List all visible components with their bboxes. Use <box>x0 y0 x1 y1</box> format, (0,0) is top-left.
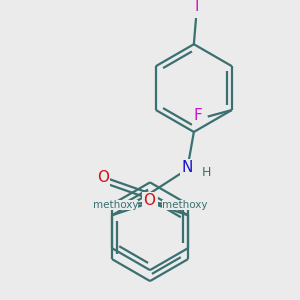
Text: H: H <box>201 166 211 179</box>
Text: methoxy: methoxy <box>93 200 138 210</box>
Text: F: F <box>194 108 203 123</box>
Text: O: O <box>145 193 157 208</box>
Text: O: O <box>97 170 109 185</box>
Text: methoxy: methoxy <box>162 200 207 210</box>
Text: O: O <box>143 193 155 208</box>
Text: I: I <box>195 0 199 14</box>
Text: N: N <box>182 160 193 175</box>
